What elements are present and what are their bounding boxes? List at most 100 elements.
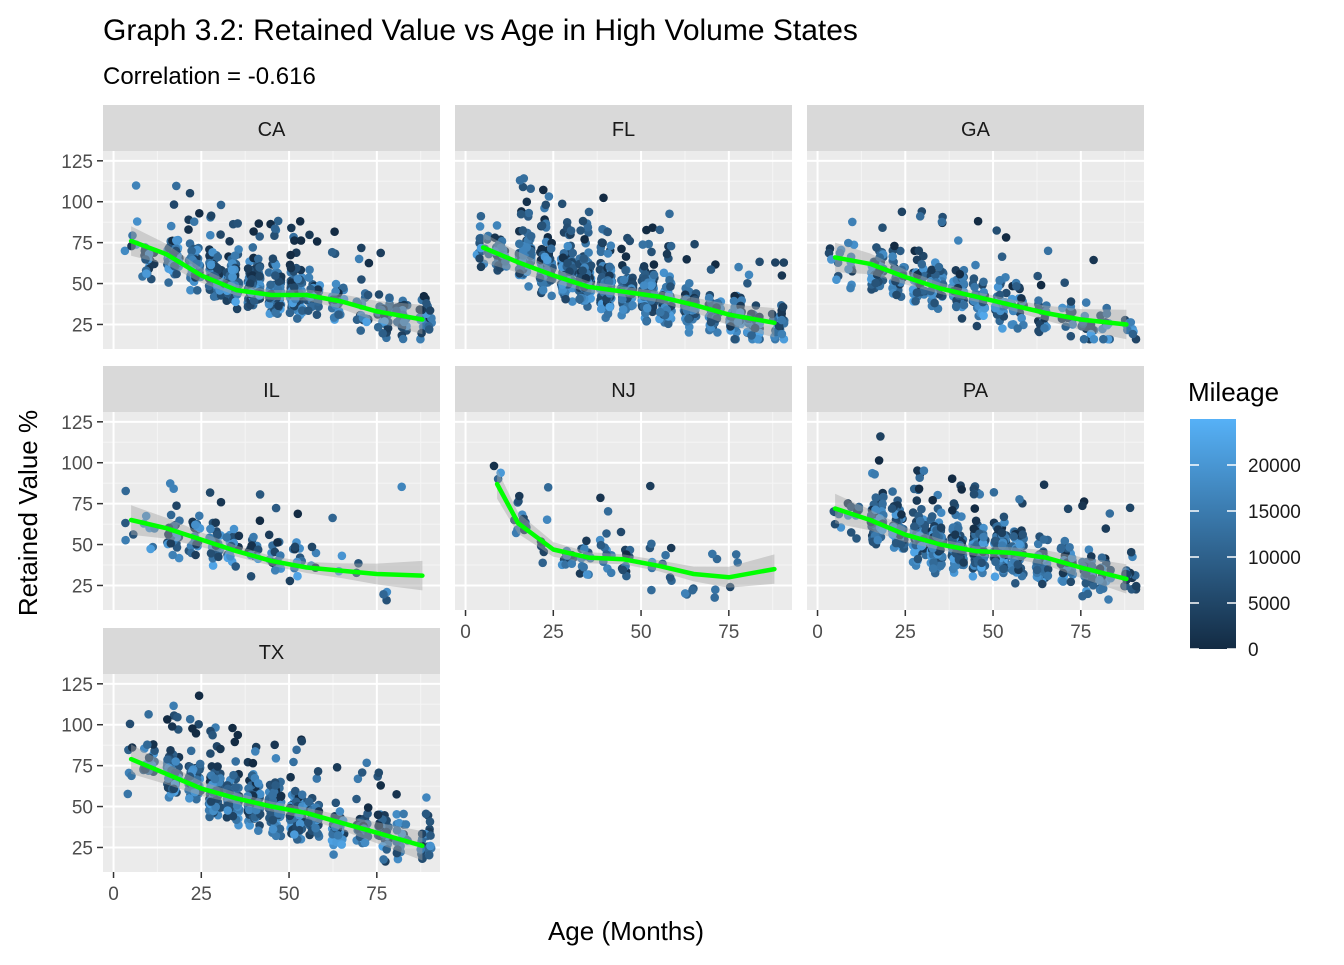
data-point — [578, 216, 588, 226]
data-point — [213, 252, 223, 262]
data-point — [875, 253, 884, 262]
data-point — [730, 334, 739, 344]
data-point — [872, 243, 881, 252]
data-point — [231, 782, 240, 792]
data-point — [295, 217, 305, 226]
facet-panel-tx: TX 25 50 75 100 125 0 25 50 75 — [61, 628, 440, 905]
data-point — [934, 262, 944, 272]
data-point — [619, 275, 629, 285]
data-point — [887, 504, 897, 513]
data-point — [290, 542, 300, 552]
data-point — [897, 207, 907, 217]
data-point — [290, 236, 299, 245]
data-point — [568, 248, 577, 258]
data-point — [337, 840, 347, 849]
data-point — [271, 831, 281, 841]
data-point — [647, 247, 656, 257]
facet-panel-fl: FL — [455, 105, 792, 349]
data-point — [169, 484, 178, 494]
data-point — [332, 763, 342, 772]
data-point — [192, 775, 202, 784]
data-point — [524, 208, 534, 218]
data-point — [255, 490, 265, 499]
data-point — [575, 569, 585, 578]
data-point — [991, 303, 1000, 313]
data-point — [307, 542, 317, 552]
data-point — [919, 466, 929, 476]
data-point — [546, 244, 556, 253]
x-tick-label: 0 — [812, 622, 823, 643]
data-point — [1099, 334, 1108, 344]
data-point — [268, 790, 277, 800]
data-point — [603, 227, 612, 237]
data-point — [392, 848, 402, 858]
data-point — [583, 223, 593, 232]
facet-panel-nj: NJ 0 25 50 75 — [455, 366, 792, 643]
data-point — [970, 504, 980, 513]
data-point — [917, 259, 927, 269]
data-point — [639, 281, 649, 290]
data-point — [779, 258, 789, 267]
data-point — [515, 239, 524, 249]
data-point — [543, 483, 553, 492]
data-point — [526, 231, 536, 241]
data-point — [1060, 278, 1069, 288]
data-point — [1043, 565, 1053, 574]
data-point — [618, 305, 628, 314]
data-point — [399, 317, 409, 327]
data-point — [289, 283, 299, 292]
data-point — [170, 261, 179, 271]
data-point — [233, 219, 242, 228]
data-point — [688, 585, 697, 595]
data-point — [164, 243, 174, 253]
data-point — [331, 822, 340, 832]
data-point — [374, 290, 384, 299]
data-point — [936, 523, 946, 532]
data-point — [997, 252, 1007, 261]
data-point — [537, 221, 547, 230]
data-point — [852, 534, 861, 543]
data-point — [910, 522, 919, 531]
data-point — [255, 516, 265, 525]
data-point — [690, 239, 699, 249]
data-point — [141, 255, 150, 264]
data-point — [1128, 329, 1138, 339]
data-point — [1079, 334, 1089, 344]
x-tick-label: 50 — [982, 622, 1003, 643]
data-point — [1061, 322, 1070, 331]
data-point — [680, 589, 690, 598]
data-point — [264, 530, 274, 540]
facet-strip — [455, 366, 792, 412]
data-point — [753, 334, 762, 344]
data-point — [997, 541, 1007, 550]
data-point — [334, 310, 343, 319]
data-point — [418, 854, 427, 863]
data-point — [167, 722, 177, 731]
data-point — [733, 317, 743, 327]
data-point — [751, 301, 761, 310]
data-point — [642, 303, 652, 313]
data-point — [890, 241, 899, 251]
data-point — [121, 486, 130, 496]
data-point — [777, 271, 787, 280]
data-point — [266, 808, 276, 818]
data-point — [172, 236, 181, 245]
data-point — [649, 270, 659, 280]
data-point — [192, 259, 201, 269]
data-point — [337, 551, 347, 561]
data-point — [185, 772, 195, 781]
data-point — [297, 736, 307, 746]
data-point — [522, 197, 532, 207]
data-point — [1002, 288, 1011, 298]
data-point — [642, 317, 651, 326]
data-point — [213, 530, 222, 540]
data-point — [926, 286, 935, 296]
data-point — [1008, 306, 1018, 316]
data-point — [1007, 294, 1017, 304]
data-point — [616, 527, 626, 537]
data-point — [997, 528, 1007, 538]
data-point — [579, 254, 589, 263]
x-axis: 0 25 50 75 — [812, 610, 1091, 643]
data-point — [927, 265, 936, 275]
data-point — [892, 290, 901, 300]
